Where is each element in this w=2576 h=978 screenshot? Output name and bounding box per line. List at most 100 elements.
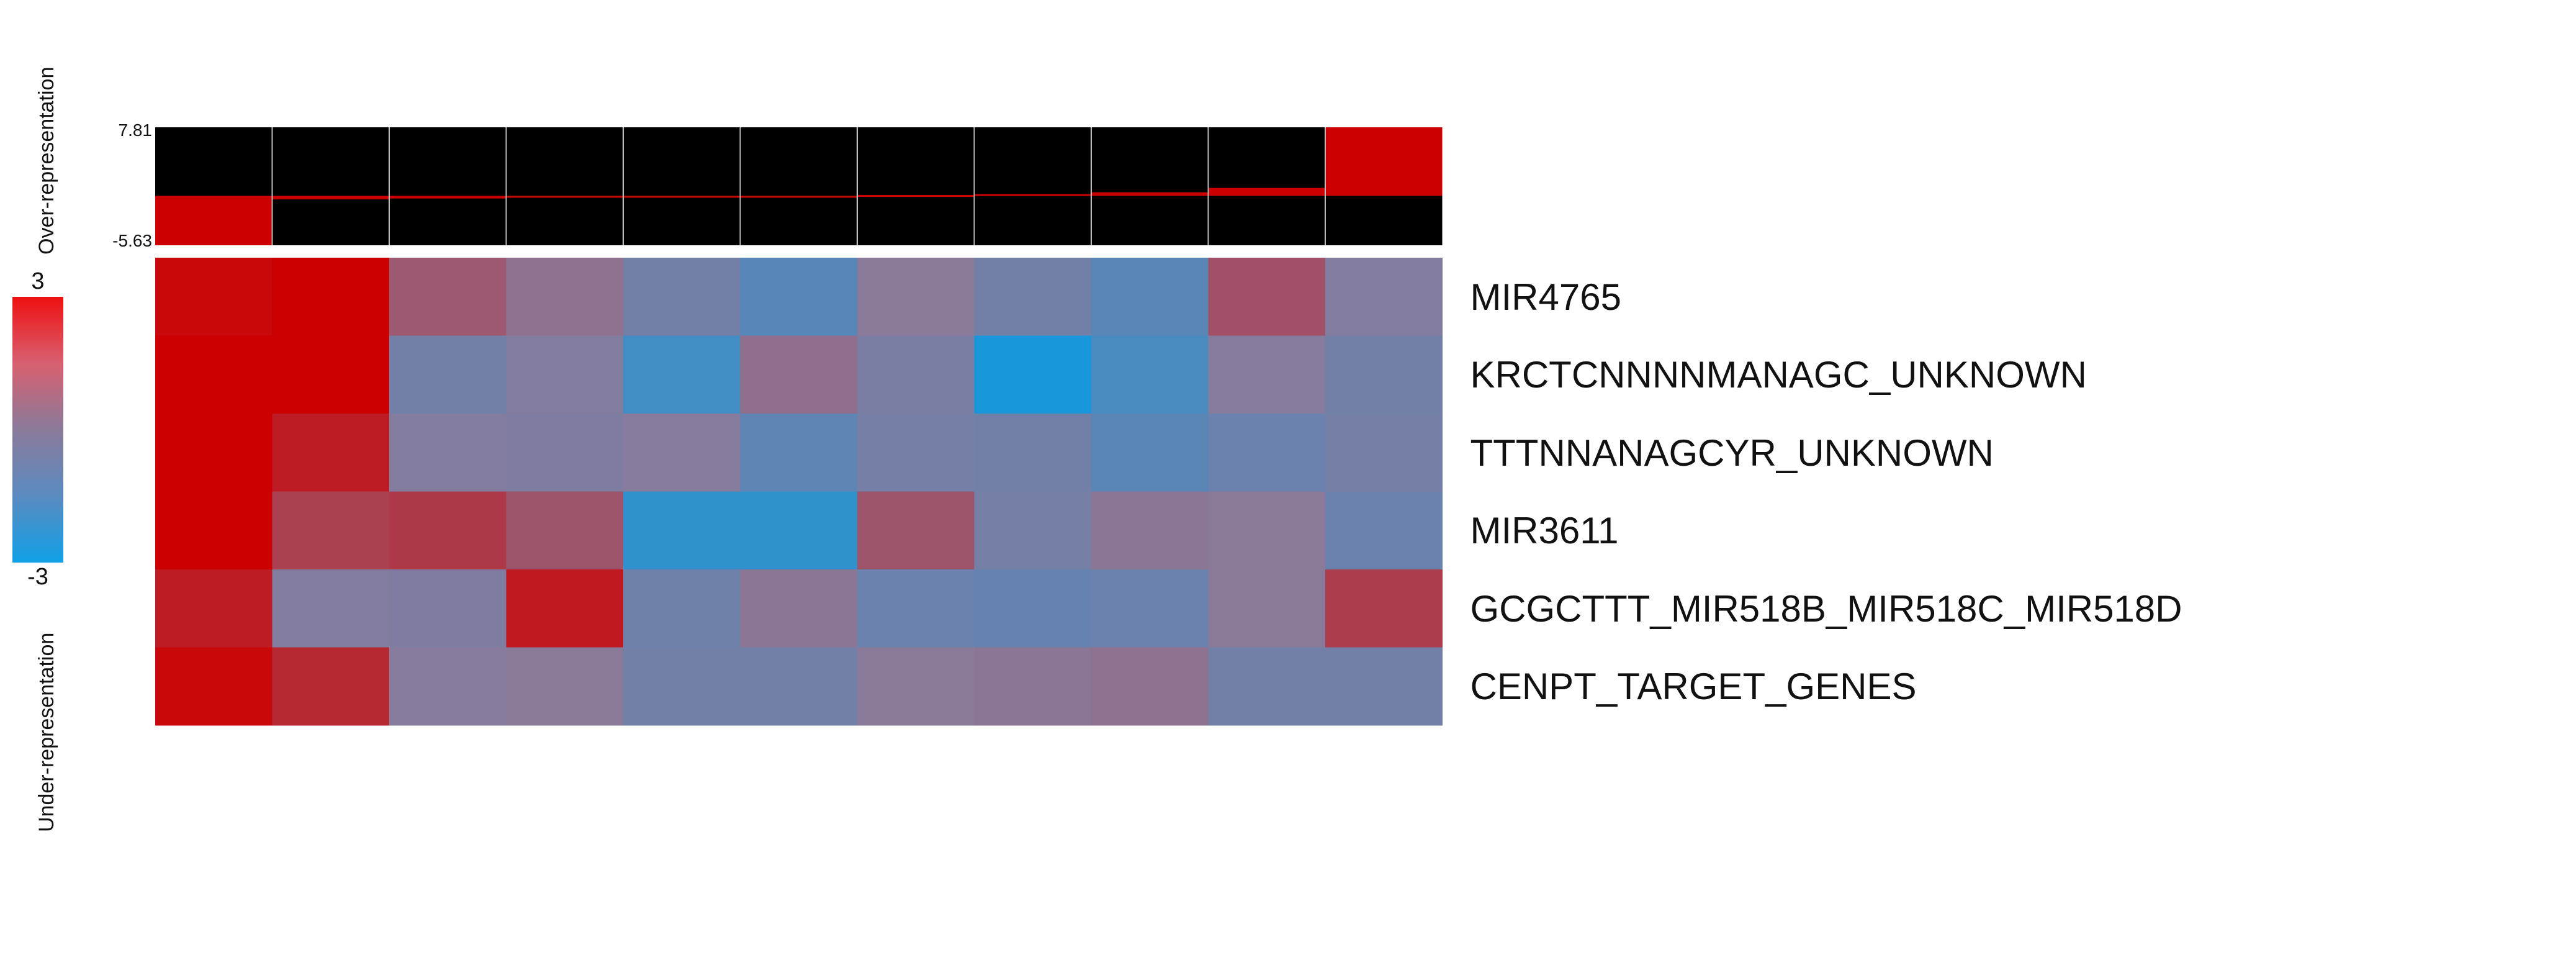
heatmap-cell [1325,335,1443,414]
heatmap-cell [740,569,858,648]
heatmap-cell [155,491,272,570]
heatmap-cell [272,414,390,492]
summary-bar [389,196,507,199]
summary-cell [623,127,741,245]
legend-min-label: -3 [27,564,48,590]
heatmap-cell [1325,258,1443,336]
summary-bar [506,196,623,198]
heatmap-cell [740,258,858,336]
heatmap-cell [740,647,858,726]
heatmap-cell [1091,335,1209,414]
over-representation-label: Over-representation [35,66,58,255]
heatmap-cell [1091,491,1209,570]
row-label: MIR4765 [1470,276,1621,318]
summary-bar [1091,192,1209,196]
heatmap-cell [272,569,390,648]
heatmap-cell [740,491,858,570]
heatmap-cell [272,258,390,336]
summary-cell [1208,127,1325,245]
under-representation-label: Under-representation [35,632,58,832]
heatmap-cell [1208,647,1326,726]
heatmap-cell [506,491,624,570]
heatmap-grid [155,258,1443,726]
summary-bar [740,196,857,198]
summary-min-label: -5.63 [112,231,152,250]
summary-cell [389,127,507,245]
row-label: MIR3611 [1470,510,1619,552]
heatmap-cell [1208,258,1326,336]
row-label: TTTNNANAGCYR_UNKNOWN [1470,432,1994,474]
heatmap-cell [389,569,507,648]
heatmap-cell [272,335,390,414]
heatmap-cell [974,569,1092,648]
heatmap-cell [623,647,741,726]
heatmap-cell [740,414,858,492]
heatmap-cell [857,491,975,570]
heatmap-cell [974,491,1092,570]
heatmap-cell [1325,647,1443,726]
heatmap-cell [389,335,507,414]
heatmap-cell [623,569,741,648]
heatmap-cell [389,647,507,726]
row-label: GCGCTTT_MIR518B_MIR518C_MIR518D [1470,587,2182,630]
heatmap-cell [974,647,1092,726]
heatmap-cell [1325,569,1443,648]
heatmap-cell [506,335,624,414]
heatmap-cell [506,569,624,648]
heatmap-cell [857,335,975,414]
heatmap-cell [389,491,507,570]
heatmap-cell [155,647,272,726]
heatmap-cell [506,647,624,726]
heatmap-cell [155,414,272,492]
heatmap-cell [155,569,272,648]
heatmap-cell [155,258,272,336]
summary-bar [623,196,741,198]
heatmap-cell [1325,491,1443,570]
heatmap-cell [623,335,741,414]
heatmap-cell [389,414,507,492]
row-label: CENPT_TARGET_GENES [1470,666,1917,708]
summary-bar [1325,127,1443,196]
summary-cell [272,127,389,245]
heatmap-cell [857,647,975,726]
heatmap-cell [857,258,975,336]
summary-cell [974,127,1091,245]
legend-max-label: 3 [31,268,45,294]
heatmap-cell [623,258,741,336]
heatmap-cell [857,569,975,648]
heatmap-cell [1091,414,1209,492]
summary-cell [740,127,857,245]
heatmap-cell [623,491,741,570]
heatmap-cell [857,414,975,492]
heatmap-cell [1208,569,1326,648]
summary-bar [974,194,1091,196]
summary-track [155,127,1443,245]
heatmap-cell [1208,491,1326,570]
heatmap-cell [623,414,741,492]
heatmap-cell [155,335,272,414]
heatmap-cell [506,258,624,336]
heatmap-cell [506,414,624,492]
heatmap-cell [1091,258,1209,336]
heatmap-cell [740,335,858,414]
heatmap-cell [1208,335,1326,414]
heatmap-cell [1325,414,1443,492]
row-label: KRCTCNNNNMANAGC_UNKNOWN [1470,354,2087,396]
heatmap-cell [1091,647,1209,726]
color-legend-bar [12,297,63,563]
summary-bar [857,194,975,197]
summary-cell [506,127,623,245]
summary-bar [155,196,272,245]
heatmap-cell [974,335,1092,414]
heatmap-cell [389,258,507,336]
summary-max-label: 7.81 [118,120,153,140]
heatmap-cell [974,258,1092,336]
heatmap-cell [272,491,390,570]
heatmap-cell [272,647,390,726]
heatmap-cell [1208,414,1326,492]
heatmap-cell [1091,569,1209,648]
summary-bar [1208,188,1325,196]
summary-cell [857,127,975,245]
